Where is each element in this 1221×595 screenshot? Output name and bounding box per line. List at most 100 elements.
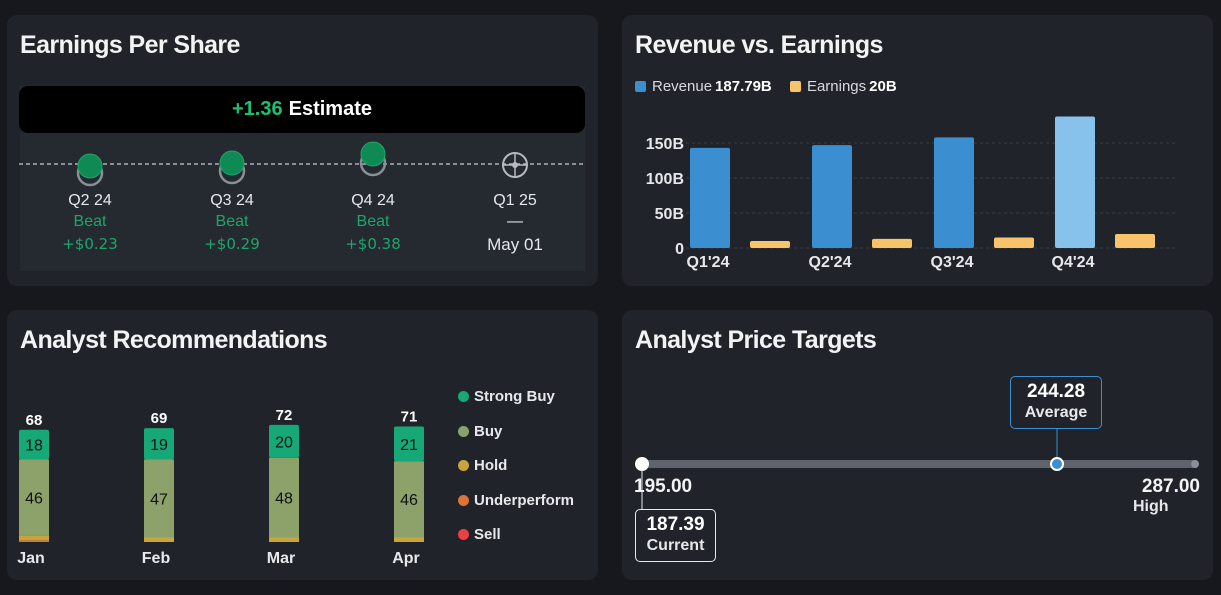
price-targets-card: Analyst Price Targets 195.00 287.00 High…	[622, 310, 1213, 580]
underperform-dot	[458, 494, 469, 506]
earnings-bar	[872, 238, 912, 248]
total-label: 69	[151, 410, 168, 427]
average-callout: 244.28 Average	[1010, 376, 1102, 429]
quarter-dash: —	[507, 213, 523, 230]
quarter-status: Beat	[215, 213, 249, 230]
legend-label: Sell	[474, 526, 501, 543]
eps-estimate-label: Estimate	[288, 98, 372, 120]
quarter-status: Beat	[73, 213, 107, 230]
quarter-surprise: +$0.29	[204, 235, 260, 253]
legend-earnings-name: Earnings	[806, 78, 867, 95]
recommendations-chart: 46 18 68 Jan 47 19 69 Feb 48 20 72 Mar 46 21 71 Apr	[17, 407, 424, 567]
y-tick-label: 100B	[646, 171, 684, 188]
recommendations-card: Analyst Recommendations 46 18 68 Jan 47 19 69 F…	[7, 310, 598, 580]
strong-buy-dot	[458, 391, 469, 402]
average-value: 244.28	[1026, 381, 1086, 402]
total-label: 71	[401, 409, 418, 426]
revenue-bar	[1055, 116, 1095, 248]
high-value: 287.00	[1141, 476, 1200, 497]
recommendations-legend: Strong Buy Buy Hold Underperform Sell	[458, 388, 574, 561]
eps-quarter-q1-next: Q1 25 — May 01	[460, 190, 570, 258]
eps-marker-q3	[218, 150, 246, 185]
eps-timeline	[19, 141, 585, 187]
segment-value-label: 21	[400, 437, 418, 454]
quarter-report-date: May 01	[487, 235, 543, 254]
eps-quarter-q4: Q4 24 Beat +$0.38	[318, 190, 428, 256]
x-tick-label: Feb	[142, 550, 171, 567]
legend-underperform: Underperform	[458, 492, 574, 527]
current-label: Current	[646, 537, 705, 554]
low-value: 195.00	[634, 476, 693, 497]
eps-estimate-banner: +1.36 Estimate	[19, 86, 585, 133]
hold-segment	[269, 537, 299, 542]
segment-value-label: 46	[400, 492, 418, 509]
underperform-segment	[19, 540, 49, 542]
buy-dot	[458, 425, 469, 437]
strong-buy-segment	[144, 428, 174, 460]
strong-buy-segment	[269, 424, 299, 458]
segment-value-label: 48	[275, 490, 293, 507]
revenue-bar	[690, 147, 730, 248]
revenue-bar	[812, 145, 852, 248]
legend-revenue-name: Revenue	[652, 78, 713, 95]
quarter-label: Q2 24	[68, 192, 112, 209]
earnings-swatch	[789, 81, 801, 92]
x-tick-label: Q3'24	[931, 254, 974, 271]
y-tick-label: 50B	[655, 206, 684, 223]
revenue-title: Revenue vs. Earnings	[635, 31, 883, 59]
sell-dot	[458, 529, 469, 540]
high-marker	[1191, 460, 1199, 468]
y-tick-label: 0	[675, 241, 684, 258]
segment-value-label: 19	[150, 437, 168, 454]
x-tick-label: Q2'24	[809, 254, 852, 271]
hold-segment	[394, 537, 424, 542]
legend-label: Underperform	[474, 491, 575, 509]
average-label: Average	[1024, 404, 1088, 421]
earnings-bar	[1115, 234, 1155, 248]
x-tick-label: Jan	[17, 550, 45, 567]
segment-value-label: 18	[25, 438, 43, 455]
quarter-label: Q3 24	[210, 192, 254, 209]
hold-segment	[144, 537, 174, 542]
quarter-surprise: +$0.38	[345, 235, 401, 253]
hold-dot	[458, 460, 469, 471]
strong-buy-segment	[19, 429, 49, 460]
price-targets-title: Analyst Price Targets	[635, 326, 877, 354]
legend-sell: Sell	[458, 526, 574, 561]
hold-segment	[19, 535, 49, 541]
current-value: 187.39	[646, 514, 705, 535]
eps-quarter-q3: Q3 24 Beat +$0.29	[177, 190, 287, 256]
legend-strong-buy: Strong Buy	[458, 388, 574, 423]
legend-earnings-value: 20B	[869, 78, 897, 95]
quarter-surprise: +$0.23	[62, 235, 118, 253]
x-tick-label: Apr	[392, 550, 420, 567]
x-tick-label: Q4'24	[1052, 254, 1095, 271]
eps-marker-q2	[76, 153, 104, 187]
price-target-range	[635, 428, 1199, 510]
eps-estimate-value: +1.36	[232, 98, 283, 120]
revenue-chart: 0 50B 100B 150B Q1'24 Q2'24 Q3'24 Q4'24	[646, 116, 1175, 271]
revenue-bar	[934, 137, 974, 248]
total-label: 72	[276, 407, 293, 424]
quarter-label: Q4 24	[351, 192, 395, 209]
legend-label: Strong Buy	[474, 388, 555, 405]
revenue-swatch	[635, 81, 646, 92]
current-callout: 187.39 Current	[635, 509, 716, 562]
legend-label: Buy	[474, 422, 503, 440]
eps-marker-q4	[359, 141, 387, 177]
total-label: 68	[26, 412, 43, 429]
earnings-bar	[750, 241, 790, 248]
quarter-status: Beat	[356, 213, 390, 230]
earnings-bar	[994, 237, 1034, 248]
buy-segment	[269, 457, 299, 538]
recommendations-title: Analyst Recommendations	[20, 326, 328, 354]
segment-value-label: 20	[275, 434, 293, 451]
quarter-label: Q1 25	[493, 192, 537, 209]
x-tick-label: Mar	[267, 550, 295, 567]
target-icon	[502, 152, 528, 178]
eps-quarter-q2: Q2 24 Beat +$0.23	[35, 190, 145, 256]
buy-segment	[144, 459, 174, 538]
segment-value-label: 47	[150, 491, 168, 508]
buy-segment	[19, 459, 49, 536]
legend-buy: Buy	[458, 423, 574, 458]
